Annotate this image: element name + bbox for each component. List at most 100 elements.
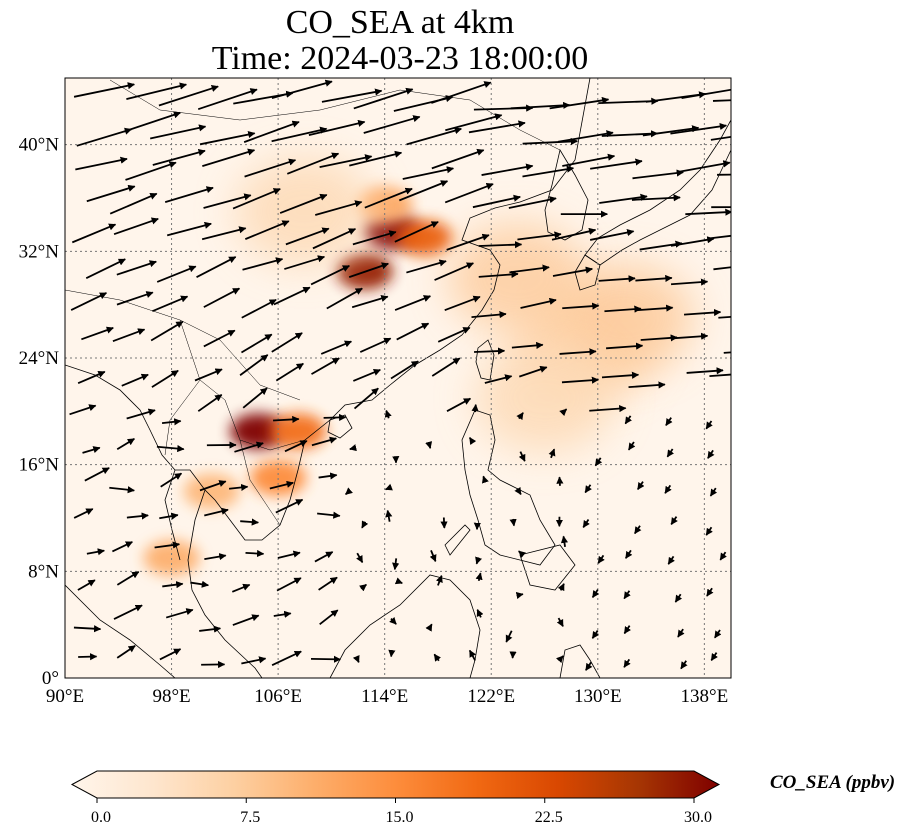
wind-arrow <box>326 287 363 310</box>
colorbar: 0.0 7.5 15.0 22.5 30.0 CO_SEA (ppbv) <box>70 770 895 826</box>
wind-arrow <box>112 328 146 343</box>
wind-arrow <box>273 610 292 618</box>
wind-arrow <box>705 420 713 430</box>
wind-arrow <box>239 354 269 376</box>
wind-arrow <box>522 165 575 178</box>
wind-arrow <box>234 441 264 453</box>
co-plume <box>183 473 240 510</box>
wind-arrow <box>632 169 684 180</box>
wind-arrow <box>123 111 181 133</box>
longitude-tick-label: 138°E <box>681 686 729 707</box>
wind-arrow <box>713 266 731 271</box>
longitude-tick-label: 130°E <box>574 686 622 707</box>
wind-arrow <box>196 256 237 278</box>
wind-arrow <box>517 231 562 241</box>
wind-arrow <box>199 625 222 633</box>
wind-arrow <box>552 266 593 277</box>
wind-arrow <box>718 315 731 319</box>
wind-arrow <box>683 308 722 317</box>
wind-arrow <box>116 645 136 659</box>
wind-arrow <box>323 413 347 422</box>
wind-arrow <box>277 550 301 559</box>
wind-arrow <box>152 295 189 313</box>
wind-arrow <box>384 483 393 491</box>
wind-arrow <box>406 127 462 146</box>
wind-arrow <box>228 483 249 491</box>
china-coastline <box>319 78 591 429</box>
wind-arrow <box>628 381 666 389</box>
latitude-tick-label: 8°N <box>28 561 59 582</box>
wind-arrow <box>166 221 212 237</box>
co-concentration-field <box>143 156 695 576</box>
colorbar-gradient <box>70 770 721 799</box>
wind-arrow <box>591 630 600 639</box>
wind-arrow <box>156 265 197 283</box>
wind-arrow <box>589 229 635 241</box>
wind-arrow <box>159 648 182 661</box>
wind-arrow <box>190 580 210 588</box>
longitude-tick-label: 98°E <box>152 686 190 707</box>
wind-arrow <box>71 223 117 244</box>
co-plume <box>474 343 615 453</box>
wind-arrow <box>151 369 179 388</box>
wind-arrow <box>556 655 564 664</box>
wind-arrow <box>351 295 389 309</box>
wind-arrow <box>77 579 96 591</box>
wind-arrow <box>109 192 158 215</box>
wind-arrow <box>78 653 98 661</box>
colorbar-tick-label: 22.5 <box>535 809 563 826</box>
wind-arrow <box>707 449 715 459</box>
wind-arrow <box>317 511 341 519</box>
wind-arrow <box>388 649 396 658</box>
wind-vectors <box>69 79 731 671</box>
latitude-tick-label: 40°N <box>19 135 60 156</box>
wind-arrow <box>514 486 522 495</box>
wind-arrow <box>551 227 597 241</box>
wind-arrow <box>510 101 571 110</box>
wind-arrow <box>710 234 731 240</box>
wind-arrow <box>126 408 156 420</box>
wind-arrow <box>113 604 143 620</box>
wind-arrow <box>315 200 363 216</box>
wind-arrow <box>437 326 471 343</box>
wind-arrow <box>85 258 126 280</box>
wind-arrow <box>710 135 731 141</box>
wind-arrow <box>709 487 718 497</box>
wind-arrow <box>431 81 492 104</box>
wind-arrow <box>165 608 194 619</box>
wind-arrow <box>706 587 714 597</box>
wind-arrow <box>364 187 413 209</box>
wind-arrow <box>319 609 339 625</box>
wind-arrow <box>509 264 550 274</box>
wind-arrow <box>275 498 304 514</box>
wind-arrow <box>685 208 731 216</box>
wind-arrow <box>446 397 472 412</box>
wind-arrow <box>160 472 183 488</box>
wind-arrow <box>203 287 241 308</box>
wind-arrow <box>385 509 393 522</box>
wind-arrow <box>719 551 727 561</box>
wind-arrow <box>624 549 633 559</box>
wind-arrow <box>204 507 229 517</box>
wind-arrow <box>562 302 600 310</box>
wind-arrow <box>81 326 114 341</box>
wind-arrow <box>116 291 154 306</box>
wind-arrow <box>425 441 433 449</box>
wind-arrow <box>116 438 135 450</box>
wind-arrow <box>243 120 300 143</box>
country-borders <box>65 79 561 526</box>
wind-arrow <box>637 481 645 490</box>
wind-arrow <box>359 337 392 353</box>
wind-arrow <box>560 535 569 547</box>
wind-arrow <box>73 625 102 633</box>
colorbar-ticks: 0.0 7.5 15.0 22.5 30.0 <box>91 798 712 826</box>
wind-arrow <box>475 556 483 565</box>
wind-arrow <box>472 194 521 209</box>
wind-arrow <box>311 357 340 375</box>
wind-arrow <box>312 228 357 250</box>
wind-arrow <box>396 322 430 341</box>
wind-arrow <box>431 148 485 170</box>
wind-arrow <box>444 295 481 312</box>
colorbar-tick-label: 7.5 <box>240 809 260 826</box>
wind-arrow <box>203 193 252 209</box>
